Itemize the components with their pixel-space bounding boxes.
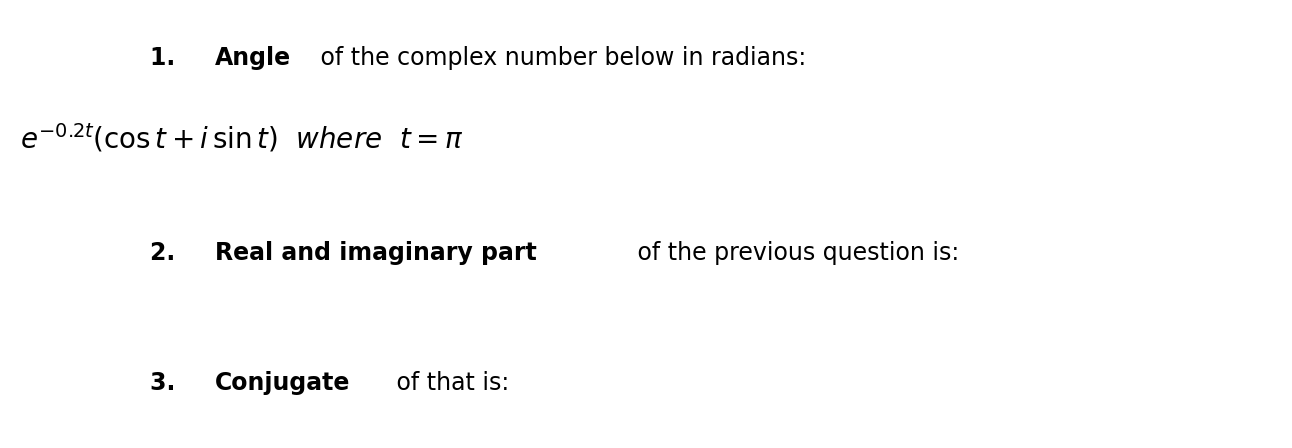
Text: of the complex number below in radians:: of the complex number below in radians: [313, 46, 814, 70]
Text: 1.: 1. [150, 46, 200, 70]
Text: 3.: 3. [150, 371, 200, 395]
Text: $e^{-0.2t}(\mathrm{cos}\,t + i\,\mathrm{sin}\,t)$  where  $t = \pi$: $e^{-0.2t}(\mathrm{cos}\,t + i\,\mathrm{… [19, 121, 464, 155]
Text: Conjugate: Conjugate [214, 371, 350, 395]
Text: 2.: 2. [150, 241, 200, 265]
Text: Angle: Angle [214, 46, 291, 70]
Text: of that is:: of that is: [389, 371, 509, 395]
Text: of the previous question is:: of the previous question is: [629, 241, 959, 265]
Text: Real and imaginary part: Real and imaginary part [214, 241, 536, 265]
